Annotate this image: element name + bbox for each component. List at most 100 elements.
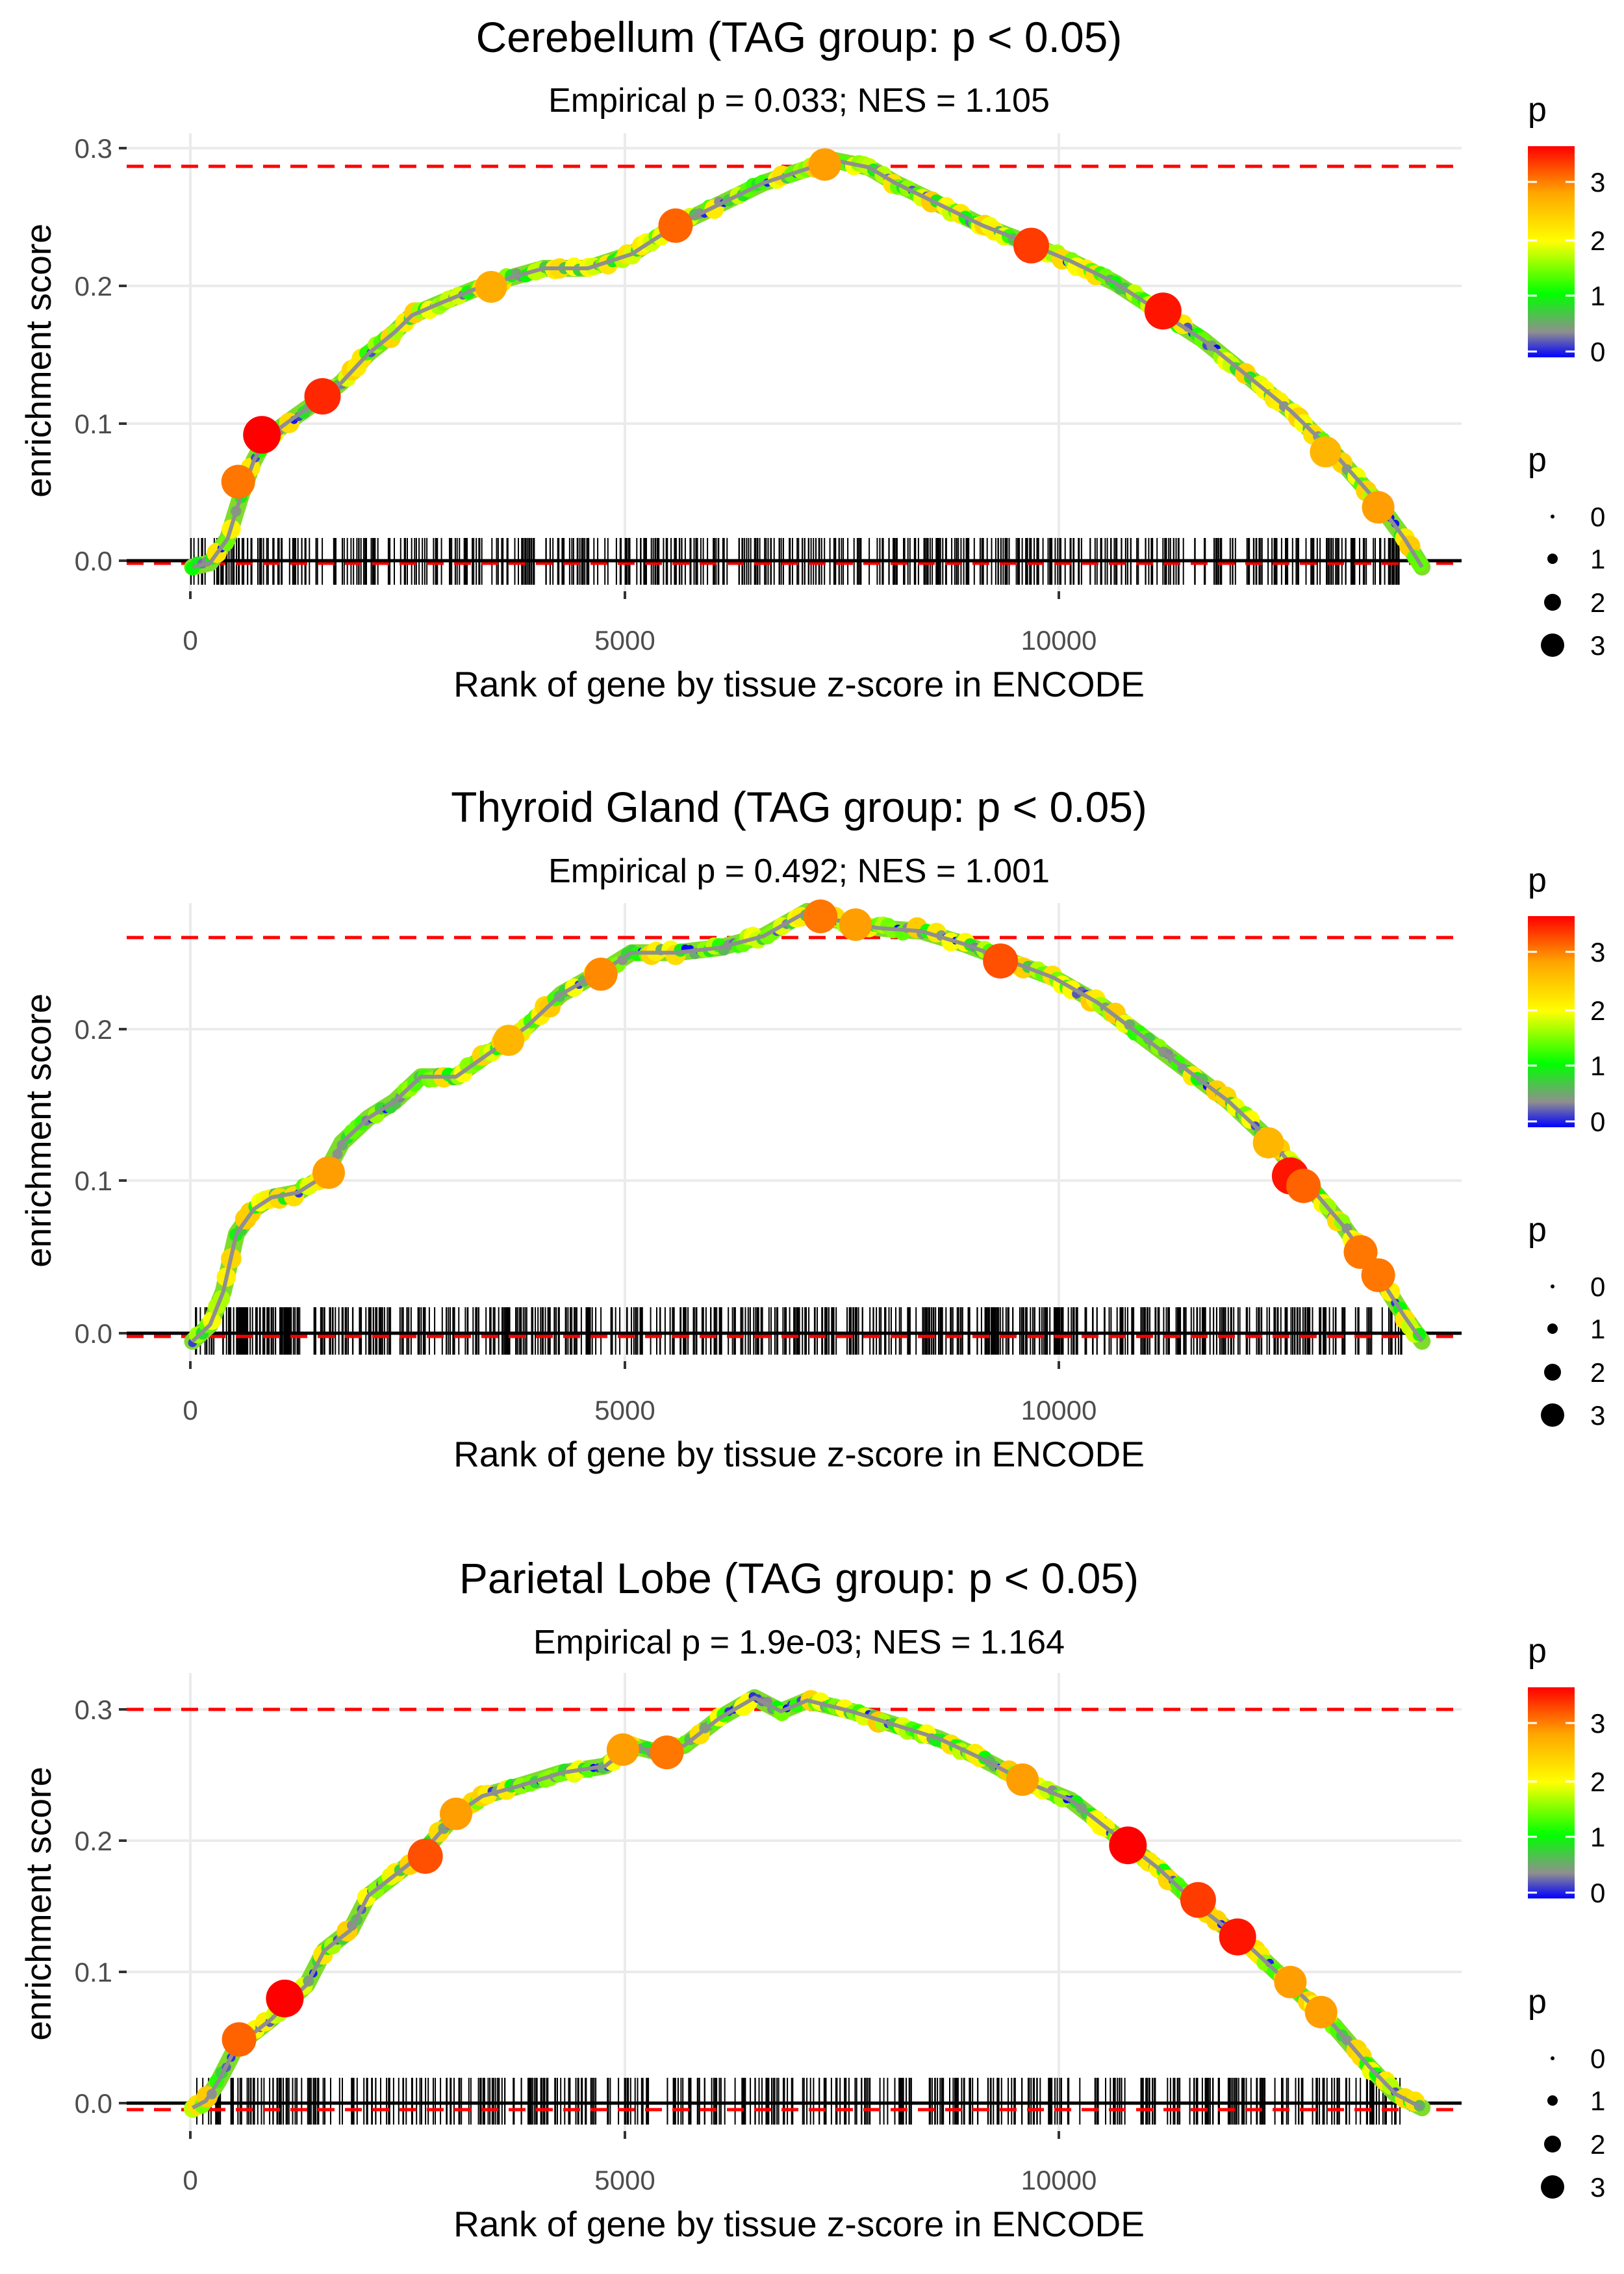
data-point (808, 148, 841, 181)
data-point (1343, 1235, 1378, 1269)
enrichment-curve (184, 1689, 1431, 2118)
grid (127, 1673, 1462, 2131)
grid (127, 133, 1462, 591)
x-axis-label: Rank of gene by tissue z-score in ENCODE (453, 2204, 1145, 2244)
y-tick-label: 0.2 (75, 1014, 112, 1045)
x-tick-label: 10000 (1021, 2165, 1097, 2195)
data-point (1304, 1995, 1338, 2028)
y-axis-label: enrichment score (18, 1767, 58, 2041)
y-tick-label: 0.2 (75, 1826, 112, 1856)
legend-color-label: 2 (1590, 995, 1605, 1026)
data-point (1180, 1882, 1216, 1918)
y-tick-label: 0.1 (75, 1957, 112, 1987)
data-point (493, 1025, 525, 1056)
legend-color-label: 3 (1590, 937, 1605, 967)
data-point (222, 2022, 257, 2057)
legend-size-dot (1541, 633, 1564, 657)
chart-title: Parietal Lobe (TAG group: p < 0.05) (459, 1554, 1139, 1602)
data-point (1286, 1168, 1321, 1203)
x-tick-label: 0 (183, 2165, 197, 2195)
y-axis-label: enrichment score (18, 224, 58, 498)
x-axis-label: Rank of gene by tissue z-score in ENCODE (453, 664, 1145, 704)
data-point (304, 378, 341, 415)
data-point (1109, 1826, 1147, 1865)
legend-color-title: p (1528, 862, 1547, 899)
data-point (407, 1839, 443, 1874)
y-tick-label: 0.0 (75, 1318, 112, 1349)
legend-size-dot (1547, 1323, 1558, 1334)
x-axis: 0 5000 10000 Rank of gene by tissue z-sc… (183, 1361, 1145, 1474)
legend-size-label: 1 (1590, 544, 1605, 574)
legend-size-dot (1541, 1403, 1564, 1427)
data-point (658, 208, 693, 243)
legend-color-title: p (1528, 91, 1547, 129)
chart-panel-parietal-lobe: Parietal Lobe (TAG group: p < 0.05) Empi… (18, 1554, 1605, 2244)
legend-size-dot (1544, 594, 1561, 611)
legend-size-label: 1 (1590, 2086, 1605, 2116)
data-point (983, 943, 1019, 979)
legend-size-dot (1551, 515, 1554, 518)
y-tick-label: 0.0 (75, 2088, 112, 2119)
chart-title: Cerebellum (TAG group: p < 0.05) (476, 13, 1123, 61)
legend-size-dot (1541, 2175, 1564, 2199)
data-point (839, 908, 872, 941)
legend: p 3 2 1 0 p 0 1 2 3 (1528, 91, 1605, 661)
legend-size-label: 2 (1590, 2129, 1605, 2160)
y-tick-label: 0.3 (75, 1694, 112, 1725)
enrichment-curve (184, 151, 1431, 576)
legend-color-title: p (1528, 1632, 1547, 1670)
legend-color-label: 2 (1590, 1767, 1605, 1797)
legend: p 3 2 1 0 p 0 1 2 3 (1528, 862, 1605, 1431)
legend-size-label: 2 (1590, 587, 1605, 618)
data-point (221, 465, 255, 499)
curve-band (184, 1689, 1431, 2117)
chart-subtitle: Empirical p = 0.033; NES = 1.105 (548, 82, 1050, 120)
legend-color-label: 0 (1590, 1878, 1605, 1908)
data-point (1252, 1127, 1284, 1158)
data-point (1219, 1918, 1256, 1956)
legend-size-dot (1547, 2095, 1558, 2106)
data-point (475, 271, 507, 303)
legend: p 3 2 1 0 p 0 1 2 3 (1528, 1632, 1605, 2203)
y-axis: 0.0 0.1 0.2 0.3 enrichment score (18, 133, 127, 576)
data-point (243, 416, 281, 454)
y-tick-label: 0.1 (75, 1166, 112, 1196)
data-point (804, 899, 838, 934)
enrichment-curve (184, 902, 1431, 1350)
x-tick-label: 5000 (594, 625, 655, 656)
legend-colorbar (1528, 1687, 1575, 1898)
x-tick-label: 5000 (594, 2165, 655, 2195)
data-point (1361, 1258, 1395, 1292)
enrichment-points (222, 1733, 1338, 2057)
x-tick-label: 5000 (594, 1395, 655, 1425)
rug-ticks (196, 2078, 1401, 2125)
legend-size-title: p (1528, 441, 1547, 479)
chart-title: Thyroid Gland (TAG group: p < 0.05) (451, 783, 1147, 831)
legend-color-label: 1 (1590, 281, 1605, 311)
y-tick-label: 0.0 (75, 546, 112, 576)
legend-color-label: 0 (1590, 337, 1605, 367)
legend-color-label: 3 (1590, 167, 1605, 198)
data-point (1144, 292, 1182, 330)
chart-panel-thyroid-gland: Thyroid Gland (TAG group: p < 0.05) Empi… (18, 783, 1605, 1474)
data-point (266, 1979, 304, 2017)
legend-color-label: 1 (1590, 1822, 1605, 1852)
data-point (606, 1733, 639, 1766)
legend-color-label: 0 (1590, 1106, 1605, 1137)
y-tick-label: 0.2 (75, 271, 112, 301)
legend-color-label: 2 (1590, 225, 1605, 256)
rug-ticks (195, 1307, 1402, 1355)
curve-band (184, 902, 1431, 1350)
enrichment-points (221, 148, 1395, 524)
y-axis-label: enrichment score (18, 993, 58, 1268)
legend-size-dot (1551, 1284, 1554, 1288)
legend-size-dot (1544, 2136, 1561, 2153)
data-point (440, 1797, 472, 1830)
x-axis: 0 5000 10000 Rank of gene by tissue z-sc… (183, 2131, 1145, 2244)
legend-colorbar (1528, 146, 1575, 357)
legend-size-dot (1551, 2056, 1554, 2060)
y-axis: 0.0 0.1 0.2 0.3 enrichment score (18, 1694, 127, 2119)
legend-color-label: 1 (1590, 1051, 1605, 1081)
data-point (1006, 1763, 1039, 1796)
